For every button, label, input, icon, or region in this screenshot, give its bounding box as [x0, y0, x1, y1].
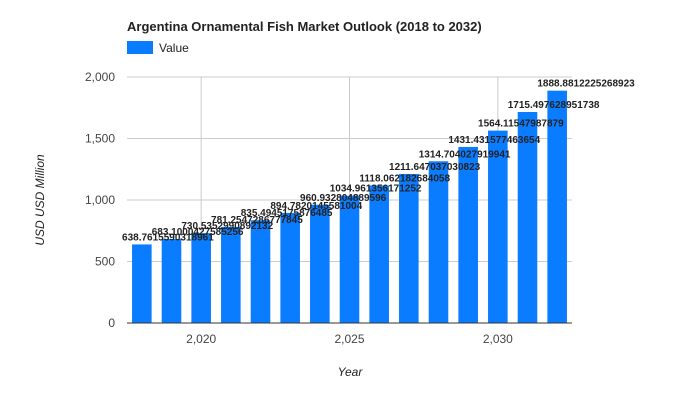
- x-tick-label: 2,020: [186, 332, 216, 346]
- legend-swatch-value: [127, 41, 153, 54]
- data-labels: 638.7615590318961683.1000427585256730.53…: [122, 79, 635, 244]
- bar: [132, 244, 152, 323]
- bar-value-label: 638.7615590318961: [122, 232, 214, 243]
- bar: [280, 212, 300, 323]
- bar-value-label: 1431.431577463654: [448, 135, 540, 146]
- bar: [161, 238, 182, 323]
- bar-value-label: 1314.704027919941: [419, 149, 511, 160]
- bar: [250, 220, 271, 323]
- bar-value-label: 730.5352990892132: [181, 221, 273, 232]
- x-axis-title: Year: [338, 365, 364, 379]
- bar: [458, 146, 478, 323]
- x-tick-label: 2,025: [334, 332, 364, 346]
- bar: [547, 90, 567, 324]
- axes: 0 500 1,000 1,500 2,000 2,020 2,025 2,030: [85, 70, 572, 346]
- bar: [488, 130, 508, 323]
- y-tick-label: 500: [95, 255, 115, 269]
- legend: Value: [127, 41, 189, 55]
- bar: [191, 233, 211, 323]
- bars: [132, 90, 567, 324]
- legend-label-value: Value: [159, 41, 189, 55]
- bar: [369, 185, 389, 323]
- bar-value-label: 1211.647037030823: [389, 162, 481, 173]
- bar: [339, 195, 360, 323]
- bar: [221, 226, 241, 323]
- bar: [399, 173, 419, 323]
- bar-value-label: 894.7820145581004: [270, 201, 362, 212]
- y-tick-label: 1,500: [85, 132, 115, 146]
- bar-value-label: 960.932804889596: [300, 193, 387, 204]
- bar-value-label: 1888.8812225268923: [537, 79, 635, 90]
- x-tick-label: 2,030: [483, 332, 513, 346]
- y-tick-label: 2,000: [85, 70, 115, 84]
- y-axis-title: USD USD Million: [33, 154, 47, 246]
- bar-value-label: 1034.961356171252: [330, 184, 422, 195]
- y-tick-label: 1,000: [85, 193, 115, 207]
- bar-value-label: 683.1000427585256: [152, 227, 244, 238]
- bar-value-label: 1715.497628951738: [508, 100, 600, 111]
- bar: [310, 204, 330, 323]
- chart-title: Argentina Ornamental Fish Market Outlook…: [127, 19, 482, 34]
- bar: [517, 111, 538, 323]
- y-tick-label: 0: [108, 316, 115, 330]
- bar: [428, 161, 449, 323]
- bar-value-label: 1564.11547987879: [478, 119, 564, 130]
- bar-value-label: 835.4945175876485: [241, 208, 333, 219]
- bar-value-label: 1118.062182684058: [359, 173, 450, 184]
- bar-value-label: 781.2547286777845: [211, 215, 303, 226]
